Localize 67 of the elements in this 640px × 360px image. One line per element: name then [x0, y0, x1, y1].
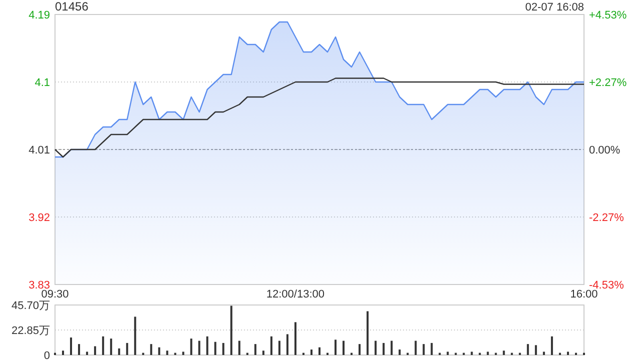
bar	[118, 348, 120, 355]
bar	[150, 344, 152, 355]
y-tick-label: 3.83	[28, 280, 50, 292]
x-tick-label: 09:30	[41, 288, 69, 300]
bar	[566, 352, 569, 355]
bar	[334, 340, 337, 355]
bar	[198, 340, 200, 355]
bar	[190, 338, 192, 355]
y2-tick-label: 0.00%	[589, 144, 620, 156]
y2-tick-label: -2.27%	[589, 212, 624, 224]
bar	[446, 352, 449, 355]
bar	[62, 350, 64, 355]
bar	[542, 352, 545, 355]
bar	[422, 344, 425, 355]
y-tick-label: 0	[44, 350, 50, 360]
bar	[502, 350, 505, 355]
bar	[470, 352, 473, 355]
y2-tick-label: +2.27%	[589, 76, 627, 89]
chart-title: 01456	[55, 0, 89, 14]
bar	[286, 334, 288, 355]
bar	[254, 344, 256, 355]
bar	[342, 340, 345, 355]
bar	[318, 347, 320, 355]
bar	[166, 350, 168, 355]
y-tick-label: 4.01	[28, 144, 50, 156]
bar	[374, 340, 377, 355]
bar	[414, 340, 417, 355]
bar	[70, 337, 72, 355]
text: 02-07 16:08	[525, 2, 584, 14]
y2-tick-label: -4.53%	[589, 280, 624, 292]
bar	[78, 344, 80, 355]
x-tick-label: 16:00	[570, 288, 598, 300]
bar	[278, 340, 280, 355]
bar	[366, 311, 369, 355]
y2-tick-label: +4.53%	[589, 10, 627, 22]
bar	[222, 342, 224, 355]
bar	[430, 342, 433, 355]
bar	[158, 347, 160, 355]
bar	[206, 336, 208, 355]
bar	[110, 338, 112, 355]
bar	[358, 344, 361, 355]
x-tick-label: 12:00/13:00	[266, 288, 325, 300]
bar	[270, 336, 272, 355]
bar	[86, 352, 88, 355]
bar	[102, 336, 104, 355]
bar	[238, 340, 240, 355]
y-tick-label: 4.1	[34, 77, 50, 89]
bar	[526, 344, 529, 355]
bar	[534, 345, 537, 355]
line-series	[54, 78, 585, 158]
bar	[214, 342, 216, 355]
y-tick-label: 4.19	[28, 10, 50, 22]
bar	[294, 322, 296, 355]
bar	[310, 350, 312, 355]
bar	[182, 352, 184, 355]
bar	[390, 340, 393, 355]
bar	[230, 306, 232, 355]
bar	[486, 352, 489, 355]
bar	[262, 350, 264, 355]
bar	[398, 350, 401, 355]
bar	[94, 346, 96, 355]
y-tick-label: 3.92	[28, 212, 50, 224]
y-tick-label: 45.70万	[11, 300, 50, 312]
bar	[382, 342, 385, 355]
y-tick-label: 22.85万	[11, 325, 50, 337]
bar	[134, 316, 136, 355]
bar	[550, 336, 553, 355]
